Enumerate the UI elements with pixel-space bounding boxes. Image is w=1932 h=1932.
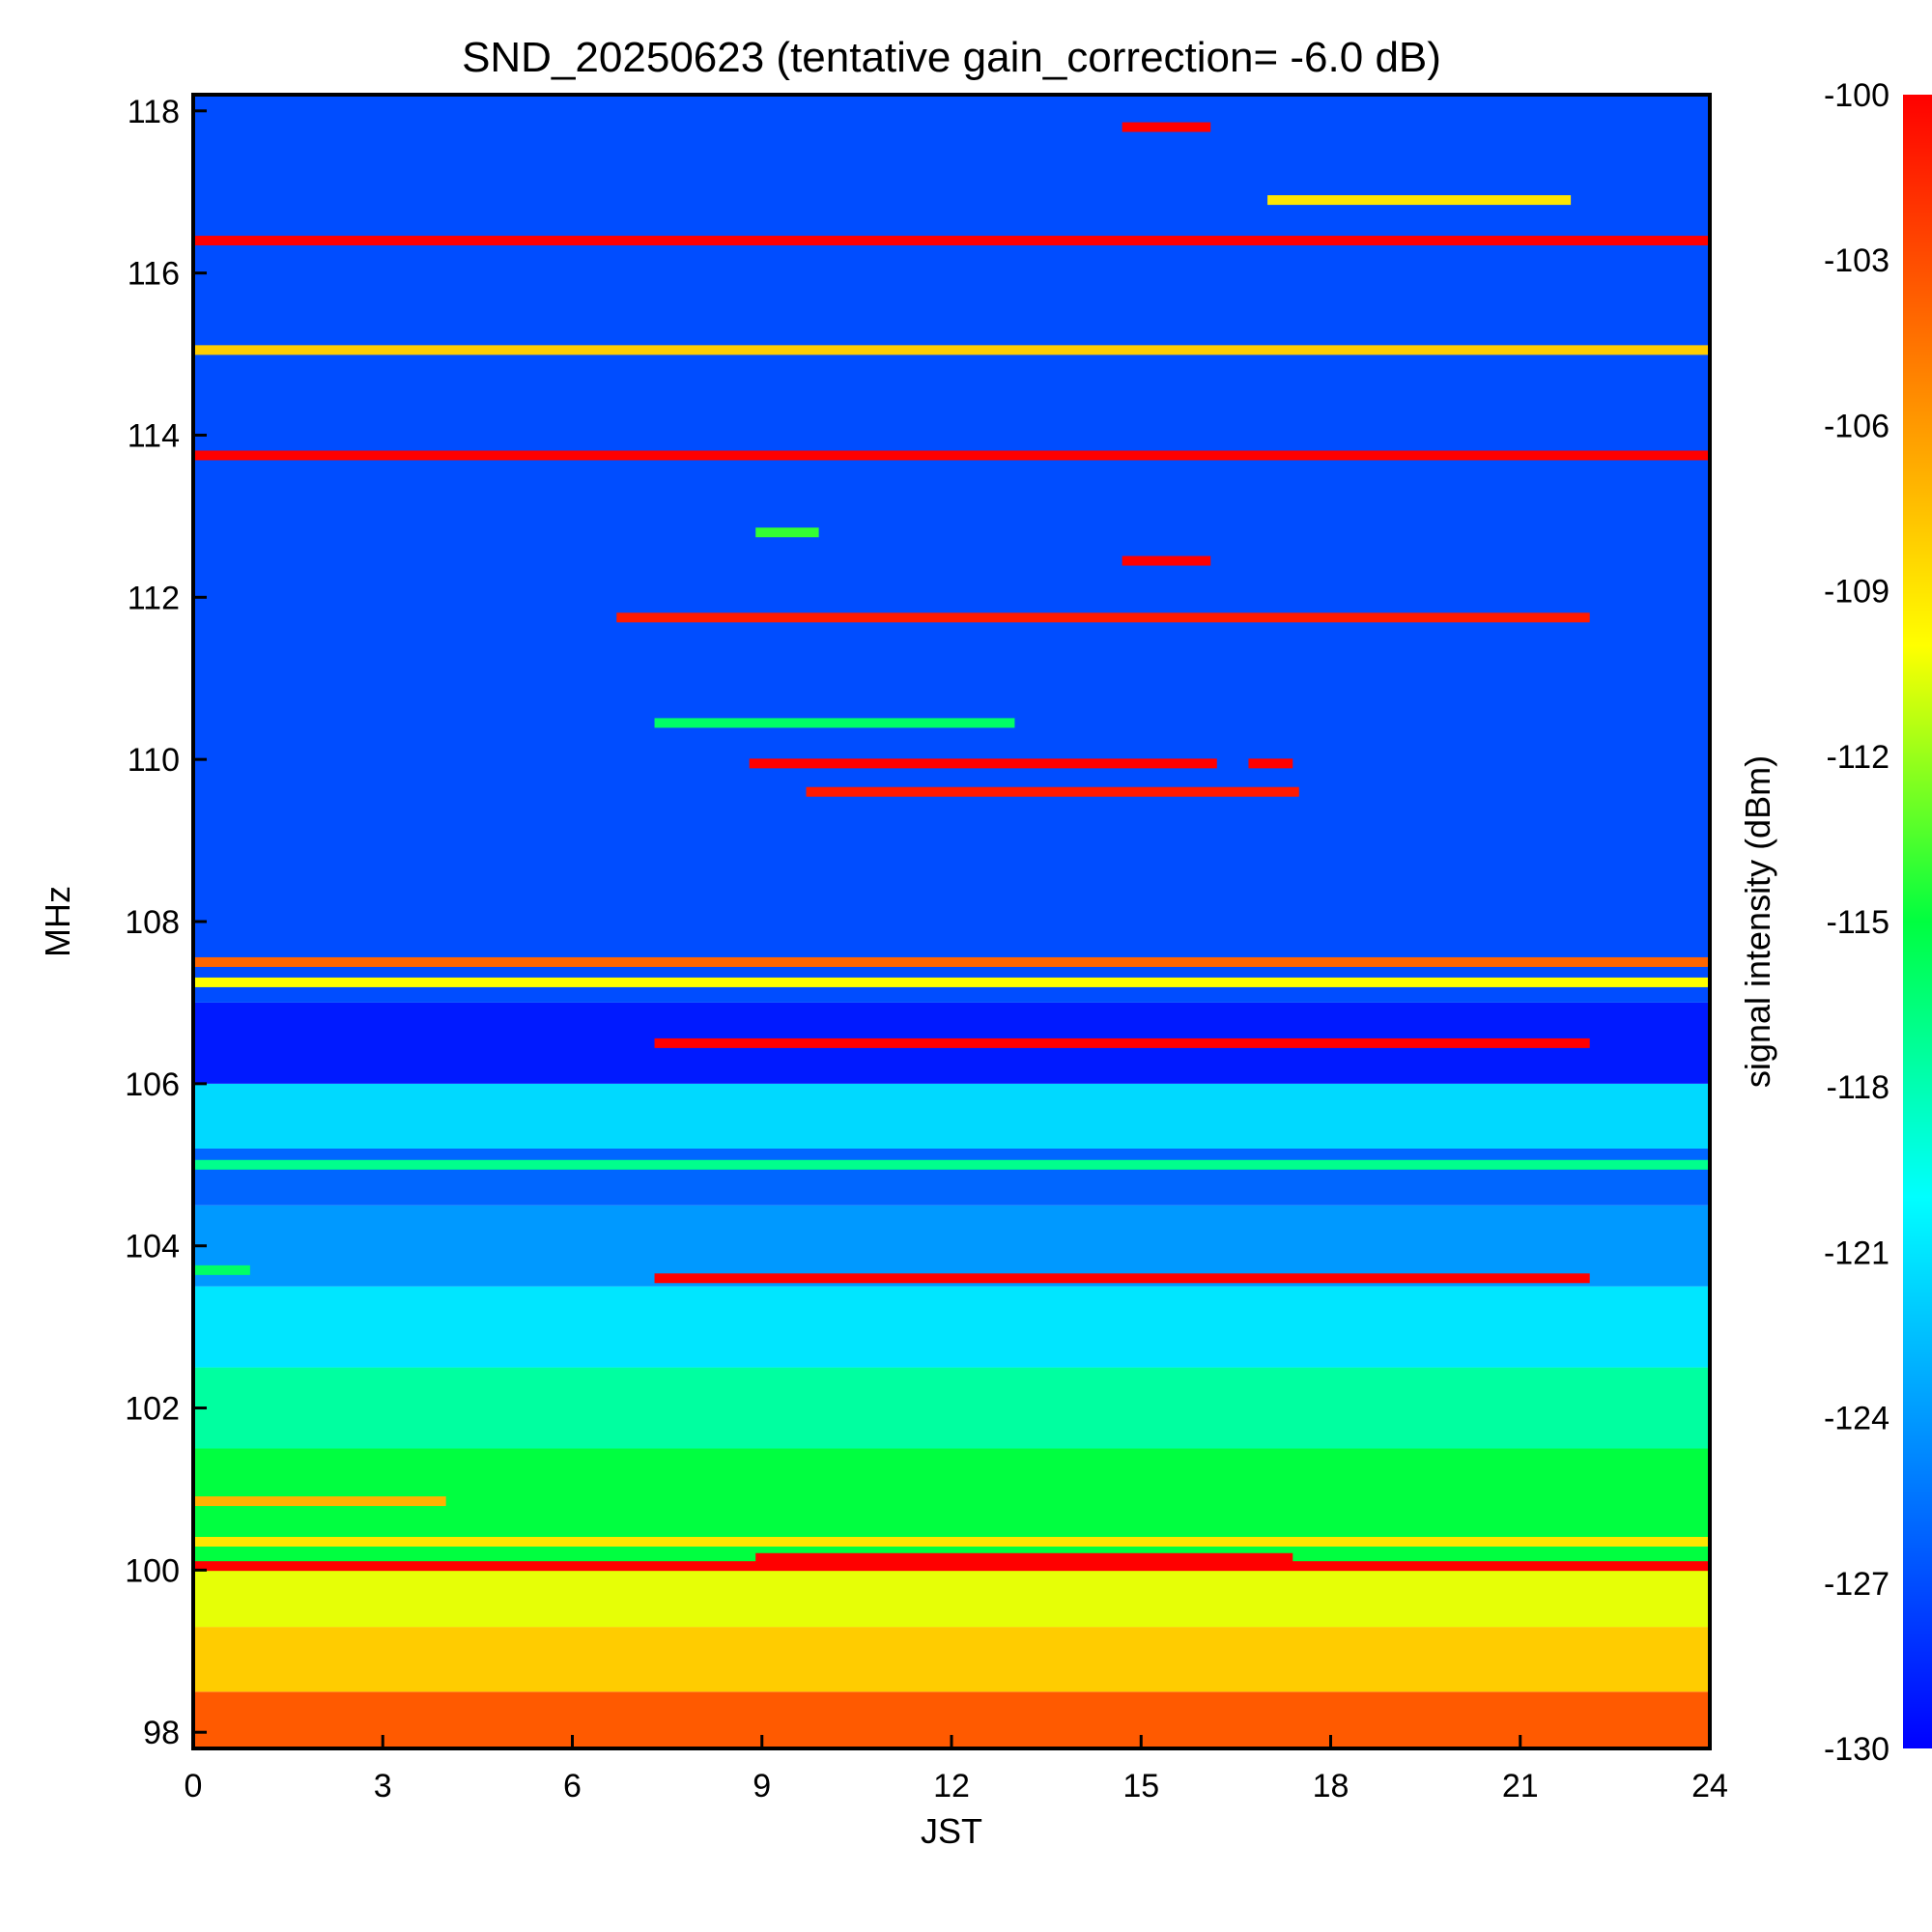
signal-trace	[654, 718, 1015, 728]
background-band	[193, 1627, 1710, 1692]
x-tick-label: 0	[185, 1768, 203, 1804]
colorbar-tick-label: -112	[1826, 739, 1889, 776]
signal-trace	[193, 236, 1710, 246]
signal-trace	[193, 1561, 1710, 1572]
colorbar-tick-label: -118	[1826, 1069, 1889, 1106]
y-tick-label: 104	[125, 1229, 180, 1265]
colorbar-tick-label: -100	[1824, 77, 1889, 114]
x-tick-label: 6	[563, 1768, 582, 1804]
x-tick-label: 3	[374, 1768, 392, 1804]
y-tick-label: 102	[125, 1391, 180, 1428]
signal-trace	[193, 956, 1710, 967]
signal-trace	[616, 612, 1590, 623]
y-tick-label: 118	[128, 94, 180, 130]
x-tick-label: 15	[1122, 1768, 1159, 1804]
y-tick-label: 98	[143, 1715, 180, 1751]
colorbar-tick-label: -127	[1824, 1566, 1889, 1603]
signal-trace	[193, 1537, 1710, 1547]
signal-trace	[193, 977, 1710, 987]
x-tick-label: 18	[1313, 1768, 1350, 1804]
y-tick-label: 112	[128, 580, 180, 616]
x-axis: 0 3 6 9 12 15 18 21 24	[185, 1735, 1728, 1804]
background-band	[193, 1570, 1710, 1628]
colorbar-tick-label: -106	[1824, 408, 1889, 444]
colorbar-tick-label: -115	[1826, 904, 1889, 941]
colorbar-label: signal intensity (dBm)	[1738, 755, 1777, 1088]
signal-trace	[654, 1037, 1590, 1048]
signal-trace	[1122, 122, 1211, 132]
chart-title: SND_20250623 (tentative gain_correction=…	[462, 34, 1441, 81]
colorbar	[1903, 95, 1932, 1748]
x-tick-label: 12	[933, 1768, 970, 1804]
x-tick-label: 21	[1502, 1768, 1539, 1804]
y-axis-label: MHz	[38, 886, 77, 957]
signal-trace	[193, 450, 1710, 461]
x-tick-label: 24	[1691, 1768, 1728, 1804]
signal-trace	[654, 1273, 1590, 1284]
signal-trace	[193, 1496, 446, 1507]
signal-trace	[193, 345, 1710, 355]
signal-trace	[193, 1264, 250, 1275]
y-tick-label: 110	[128, 742, 180, 779]
colorbar-ticks: -100 -103 -106 -109 -112 -115 -118 -121 -124 -127…	[1824, 77, 1889, 1768]
signal-trace	[749, 758, 1217, 769]
y-axis: 98 100 102 104 106 108 110 112 114 116 118	[125, 94, 207, 1751]
y-tick-label: 114	[128, 417, 180, 454]
colorbar-tick-label: -121	[1824, 1235, 1889, 1271]
signal-trace	[806, 786, 1299, 797]
signal-trace	[755, 1552, 1293, 1563]
signal-trace	[1267, 195, 1572, 206]
y-tick-label: 108	[125, 904, 180, 941]
colorbar-tick-label: -124	[1824, 1401, 1889, 1437]
x-axis-label: JST	[921, 1811, 982, 1851]
background-band	[193, 1148, 1710, 1206]
y-tick-label: 106	[125, 1066, 180, 1103]
signal-trace	[1122, 555, 1211, 566]
signal-trace	[755, 527, 819, 538]
y-tick-label: 116	[128, 256, 180, 293]
background-band	[193, 1286, 1710, 1368]
heatmap-plot	[193, 95, 1710, 1748]
background-band	[193, 1367, 1710, 1449]
x-tick-label: 9	[753, 1768, 771, 1804]
colorbar-tick-label: -103	[1824, 242, 1889, 279]
signal-trace	[1248, 758, 1293, 769]
background-band	[193, 95, 1710, 922]
background-band	[193, 1448, 1710, 1571]
signal-trace	[193, 1159, 1710, 1170]
background-band	[193, 1205, 1710, 1287]
background-band	[193, 1083, 1710, 1149]
colorbar-tick-label: -109	[1824, 574, 1889, 611]
y-tick-label: 100	[125, 1552, 180, 1589]
colorbar-tick-label: -130	[1824, 1731, 1889, 1768]
